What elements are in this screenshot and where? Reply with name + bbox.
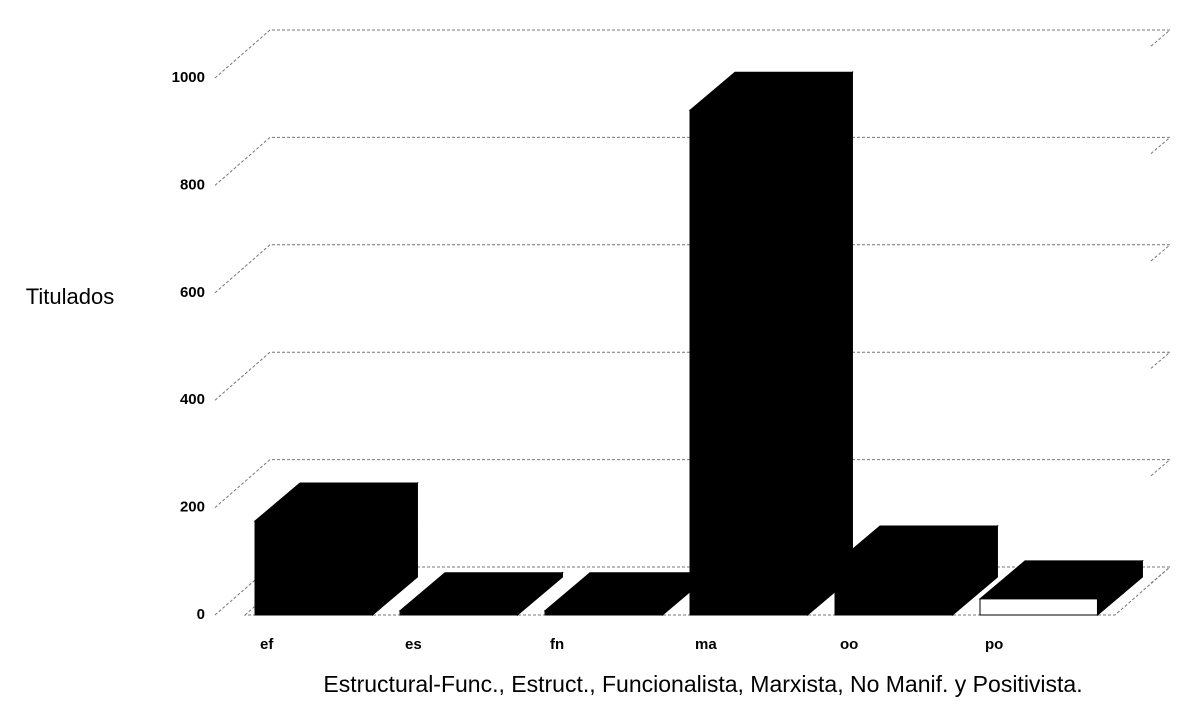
grid-line — [214, 29, 1172, 79]
bar — [399, 610, 518, 616]
bar-top — [398, 572, 564, 612]
bar — [254, 520, 373, 616]
y-tick-label: 600 — [180, 284, 205, 301]
bar — [979, 598, 1098, 616]
x-tick-label: es — [405, 636, 422, 653]
y-tick-label: 200 — [180, 499, 205, 516]
bar — [689, 109, 808, 616]
bar-side — [806, 71, 853, 617]
bar — [544, 610, 663, 616]
x-tick-label: ma — [695, 636, 717, 653]
x-tick-label: fn — [550, 636, 564, 653]
y-tick-label: 800 — [180, 176, 205, 193]
x-tick-label: po — [985, 636, 1003, 653]
x-tick-label: ef — [260, 636, 274, 653]
x-axis-label: Estructural-Func., Estruct., Funcionalis… — [323, 671, 1082, 697]
y-tick-label: 0 — [197, 606, 205, 623]
x-tick-label: oo — [840, 636, 858, 653]
bar-top — [543, 572, 709, 612]
y-tick-label: 400 — [180, 391, 205, 408]
bar — [834, 563, 953, 616]
y-axis-label: Titulados — [26, 284, 114, 309]
y-tick-label: 1000 — [172, 69, 205, 86]
